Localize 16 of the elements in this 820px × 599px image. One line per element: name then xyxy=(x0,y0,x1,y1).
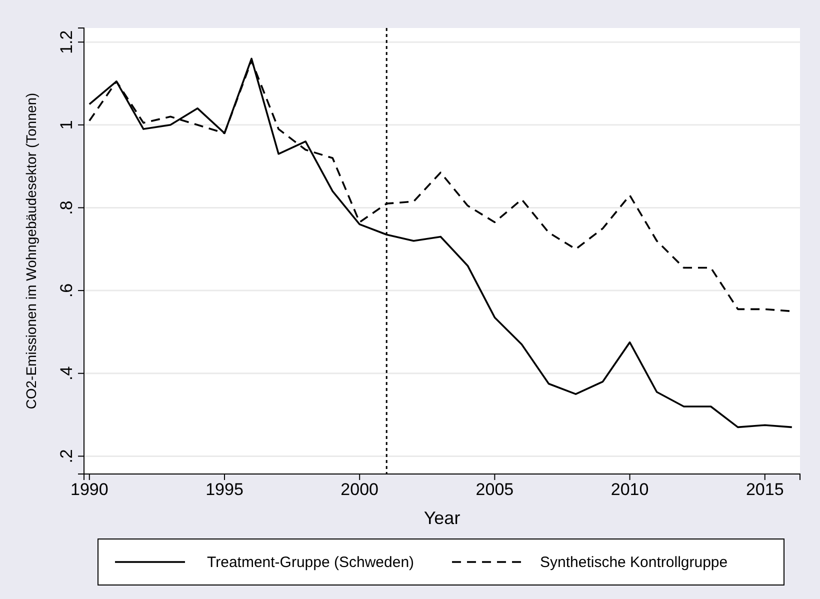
y-tick-label: 1 xyxy=(57,120,76,130)
legend-label: Synthetische Kontrollgruppe xyxy=(540,554,728,571)
x-axis-title: Year xyxy=(424,508,460,528)
x-tick-label: 2000 xyxy=(340,480,379,500)
x-tick-label: 1995 xyxy=(206,480,244,500)
y-tick-label: .4 xyxy=(57,366,76,380)
legend-label: Treatment-Gruppe (Schweden) xyxy=(207,554,414,571)
x-tick-label: 2005 xyxy=(476,480,514,500)
x-tick-label: 2010 xyxy=(610,480,649,500)
y-tick-label: 1.2 xyxy=(57,30,76,54)
y-tick-label: .8 xyxy=(57,200,76,215)
y-tick-label: .2 xyxy=(57,449,76,464)
x-tick-label: 1990 xyxy=(70,480,108,500)
y-axis-title: CO2-Emissionen im Wohngebäudesektor (Tonnen) xyxy=(23,92,39,410)
x-tick-label: 2015 xyxy=(746,480,784,500)
y-tick-label: .6 xyxy=(57,283,76,298)
